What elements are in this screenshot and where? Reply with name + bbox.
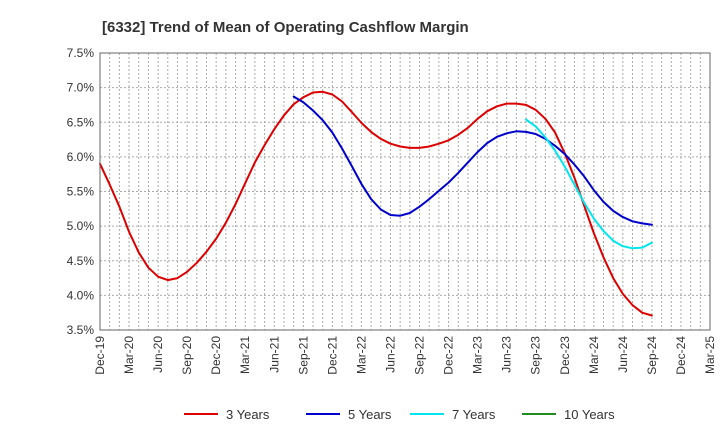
series-lines	[99, 90, 653, 317]
y-tick-label: 3.5%	[67, 323, 95, 337]
x-tick-label: Jun-20	[151, 336, 165, 373]
y-tick-label: 5.0%	[67, 219, 95, 233]
x-tick-label: Jun-23	[500, 336, 514, 373]
x-tick-label: Sep-20	[180, 336, 194, 375]
legend-label: 5 Years	[348, 407, 392, 422]
x-axis-tick-labels: Dec-19 Mar-20 Jun-20 Sep-20 Dec-20 Mar-21 Jun-…	[93, 336, 717, 375]
x-tick-label: Mar-22	[354, 336, 368, 374]
series-line-3-years	[99, 90, 653, 317]
x-tick-label: Mar-23	[471, 336, 485, 374]
x-tick-label: Dec-21	[325, 336, 339, 375]
x-tick-label: Sep-22	[413, 336, 427, 375]
y-axis-tick-labels: 3.5% 4.0% 4.5% 5.0% 5.5% 6.0% 6.5% 7.0% 7.5%	[67, 46, 95, 337]
y-tick-label: 6.5%	[67, 115, 95, 129]
y-tick-label: 6.0%	[67, 150, 95, 164]
plot-frame	[99, 52, 711, 331]
x-tick-label: Dec-20	[209, 336, 223, 375]
y-tick-label: 4.5%	[67, 254, 95, 268]
x-tick-label: Sep-21	[296, 336, 310, 375]
x-tick-label: Mar-21	[238, 336, 252, 374]
chart-title: [6332] Trend of Mean of Operating Cashfl…	[102, 19, 469, 36]
x-tick-label: Mar-24	[587, 336, 601, 374]
x-tick-label: Sep-24	[645, 336, 659, 375]
x-tick-label: Sep-23	[529, 336, 543, 375]
series-line-7-years	[525, 118, 653, 250]
y-tick-label: 7.0%	[67, 81, 95, 95]
y-tick-label: 4.0%	[67, 288, 95, 302]
legend-label: 3 Years	[226, 407, 270, 422]
x-tick-label: Dec-22	[442, 336, 456, 375]
x-tick-label: Jun-21	[267, 336, 281, 373]
x-tick-label: Jun-24	[616, 336, 630, 373]
x-tick-label: Mar-25	[703, 336, 717, 374]
legend-label: 10 Years	[564, 407, 615, 422]
x-tick-label: Jun-22	[383, 336, 397, 373]
legend: 3 Years 5 Years 7 Years 10 Years	[184, 407, 615, 422]
x-tick-label: Dec-24	[674, 336, 688, 375]
x-tick-label: Dec-23	[558, 336, 572, 375]
y-tick-label: 7.5%	[67, 46, 95, 60]
legend-label: 7 Years	[452, 407, 496, 422]
x-tick-label: Mar-20	[122, 336, 136, 374]
y-tick-label: 5.5%	[67, 185, 95, 199]
x-tick-label: Dec-19	[93, 336, 107, 375]
series-line-5-years	[292, 95, 653, 226]
